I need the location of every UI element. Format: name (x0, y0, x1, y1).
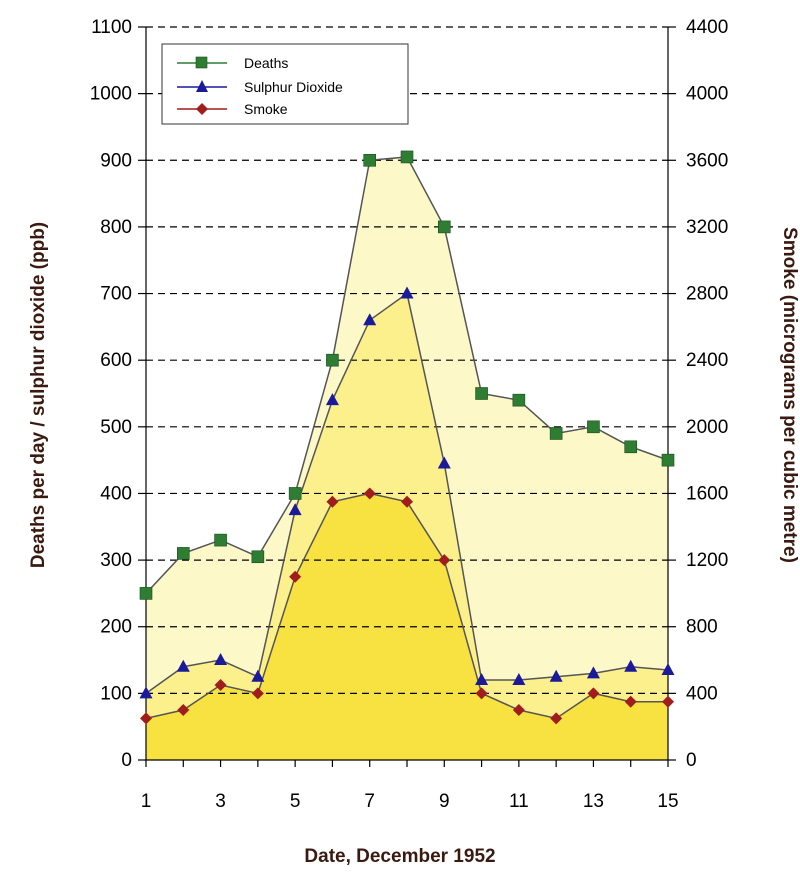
point-sulphur-dioxide (214, 653, 228, 666)
legend-item-smoke: Smoke (177, 101, 288, 117)
left-axis-title: Deaths per day / sulphur dioxide (ppb) (28, 222, 49, 568)
legend-diamond-marker-icon (196, 103, 208, 115)
legend-square-marker-icon (195, 56, 208, 69)
right-axis-title: Smoke (micrograms per cubic metre) (779, 227, 800, 563)
x-tick-label: 11 (509, 791, 529, 812)
point-sulphur-dioxide (661, 663, 675, 676)
point-deaths (363, 153, 377, 167)
point-deaths (176, 547, 190, 560)
point-sulphur-dioxide (512, 673, 526, 686)
point-smoke (550, 712, 563, 725)
x-tick-label: 9 (439, 791, 450, 812)
point-deaths (214, 533, 227, 547)
x-tick-label: 15 (657, 791, 678, 812)
point-smoke (177, 704, 190, 717)
legend-label: Sulphur Dioxide (244, 79, 343, 95)
legend: Deaths Sulphur Dioxide Smoke (161, 43, 409, 125)
left-tick-label: 800 (100, 217, 132, 238)
left-tick-label: 200 (100, 617, 132, 638)
legend-item-deaths: Deaths (177, 55, 288, 71)
point-smoke (289, 570, 302, 583)
x-tick-label: 1 (141, 791, 152, 812)
left-axis-ticks: 0 100 200 300 400 500 600 700 800 900 1000 1100 (90, 17, 146, 771)
point-sulphur-dioxide (176, 659, 190, 672)
right-tick-label: 0 (686, 750, 697, 771)
point-deaths (288, 487, 302, 500)
point-smoke (438, 554, 451, 567)
point-deaths (326, 353, 339, 367)
legend-item-sulphur-dioxide: Sulphur Dioxide (177, 79, 343, 95)
point-deaths (400, 150, 414, 164)
point-smoke (512, 704, 525, 717)
point-deaths (624, 440, 638, 454)
series-markers (139, 150, 675, 725)
x-axis-ticks: 1 3 5 7 9 11 13 15 (141, 760, 679, 812)
legend-label: Smoke (244, 101, 288, 117)
right-tick-label: 2400 (686, 350, 728, 371)
point-sulphur-dioxide (586, 666, 600, 679)
point-deaths (549, 427, 563, 440)
point-sulphur-dioxide (288, 503, 302, 516)
legend-label: Deaths (244, 55, 288, 71)
point-deaths (475, 387, 488, 400)
point-deaths (587, 420, 600, 434)
point-smoke (251, 687, 264, 700)
point-smoke (140, 712, 152, 725)
left-tick-label: 900 (100, 150, 132, 171)
point-smoke (475, 687, 488, 700)
point-sulphur-dioxide (363, 313, 377, 326)
legend-triangle-marker-icon (196, 80, 208, 92)
right-tick-label: 1200 (686, 550, 728, 571)
point-deaths (512, 393, 526, 407)
x-tick-label: 5 (290, 791, 301, 812)
right-tick-label: 800 (686, 617, 718, 638)
right-tick-label: 1600 (686, 483, 728, 504)
x-tick-label: 3 (215, 791, 226, 812)
right-tick-label: 3600 (686, 150, 728, 171)
point-smoke (662, 695, 674, 708)
point-sulphur-dioxide (400, 286, 414, 299)
point-smoke (401, 495, 413, 508)
series-fill-areas (146, 156, 668, 760)
right-tick-label: 4000 (686, 84, 728, 105)
left-tick-label: 1100 (91, 17, 132, 38)
point-smoke (624, 695, 637, 708)
point-smoke (363, 487, 376, 500)
right-tick-label: 2800 (686, 284, 728, 305)
right-tick-label: 2000 (686, 417, 728, 438)
x-axis-title: Date, December 1952 (304, 846, 495, 867)
point-sulphur-dioxide (437, 456, 451, 469)
point-smoke (326, 495, 339, 508)
right-tick-label: 4400 (686, 17, 728, 38)
point-smoke (587, 687, 600, 700)
point-deaths (251, 550, 265, 564)
point-smoke (214, 679, 227, 692)
point-sulphur-dioxide (624, 659, 638, 672)
point-sulphur-dioxide (549, 669, 563, 682)
fill-area-smoke (146, 493, 668, 760)
left-tick-label: 300 (100, 550, 132, 571)
point-deaths (139, 587, 153, 600)
point-deaths (661, 453, 675, 467)
left-tick-label: 400 (100, 483, 132, 504)
left-tick-label: 500 (100, 417, 132, 438)
left-tick-label: 1000 (90, 84, 132, 105)
left-tick-label: 0 (121, 750, 132, 771)
point-sulphur-dioxide (251, 669, 265, 682)
point-sulphur-dioxide (475, 673, 489, 686)
right-tick-label: 400 (686, 683, 718, 704)
left-tick-label: 700 (100, 284, 132, 305)
point-deaths (437, 220, 451, 234)
left-tick-label: 600 (100, 350, 132, 371)
right-axis-ticks: 0 400 800 1200 1600 2000 2400 2800 3200 3600 4000 4… (668, 17, 728, 771)
point-sulphur-dioxide (325, 393, 339, 406)
right-tick-label: 3200 (686, 217, 728, 238)
point-sulphur-dioxide (139, 686, 153, 699)
x-tick-label: 7 (364, 791, 375, 812)
left-tick-label: 100 (100, 683, 132, 704)
x-tick-label: 13 (583, 791, 604, 812)
